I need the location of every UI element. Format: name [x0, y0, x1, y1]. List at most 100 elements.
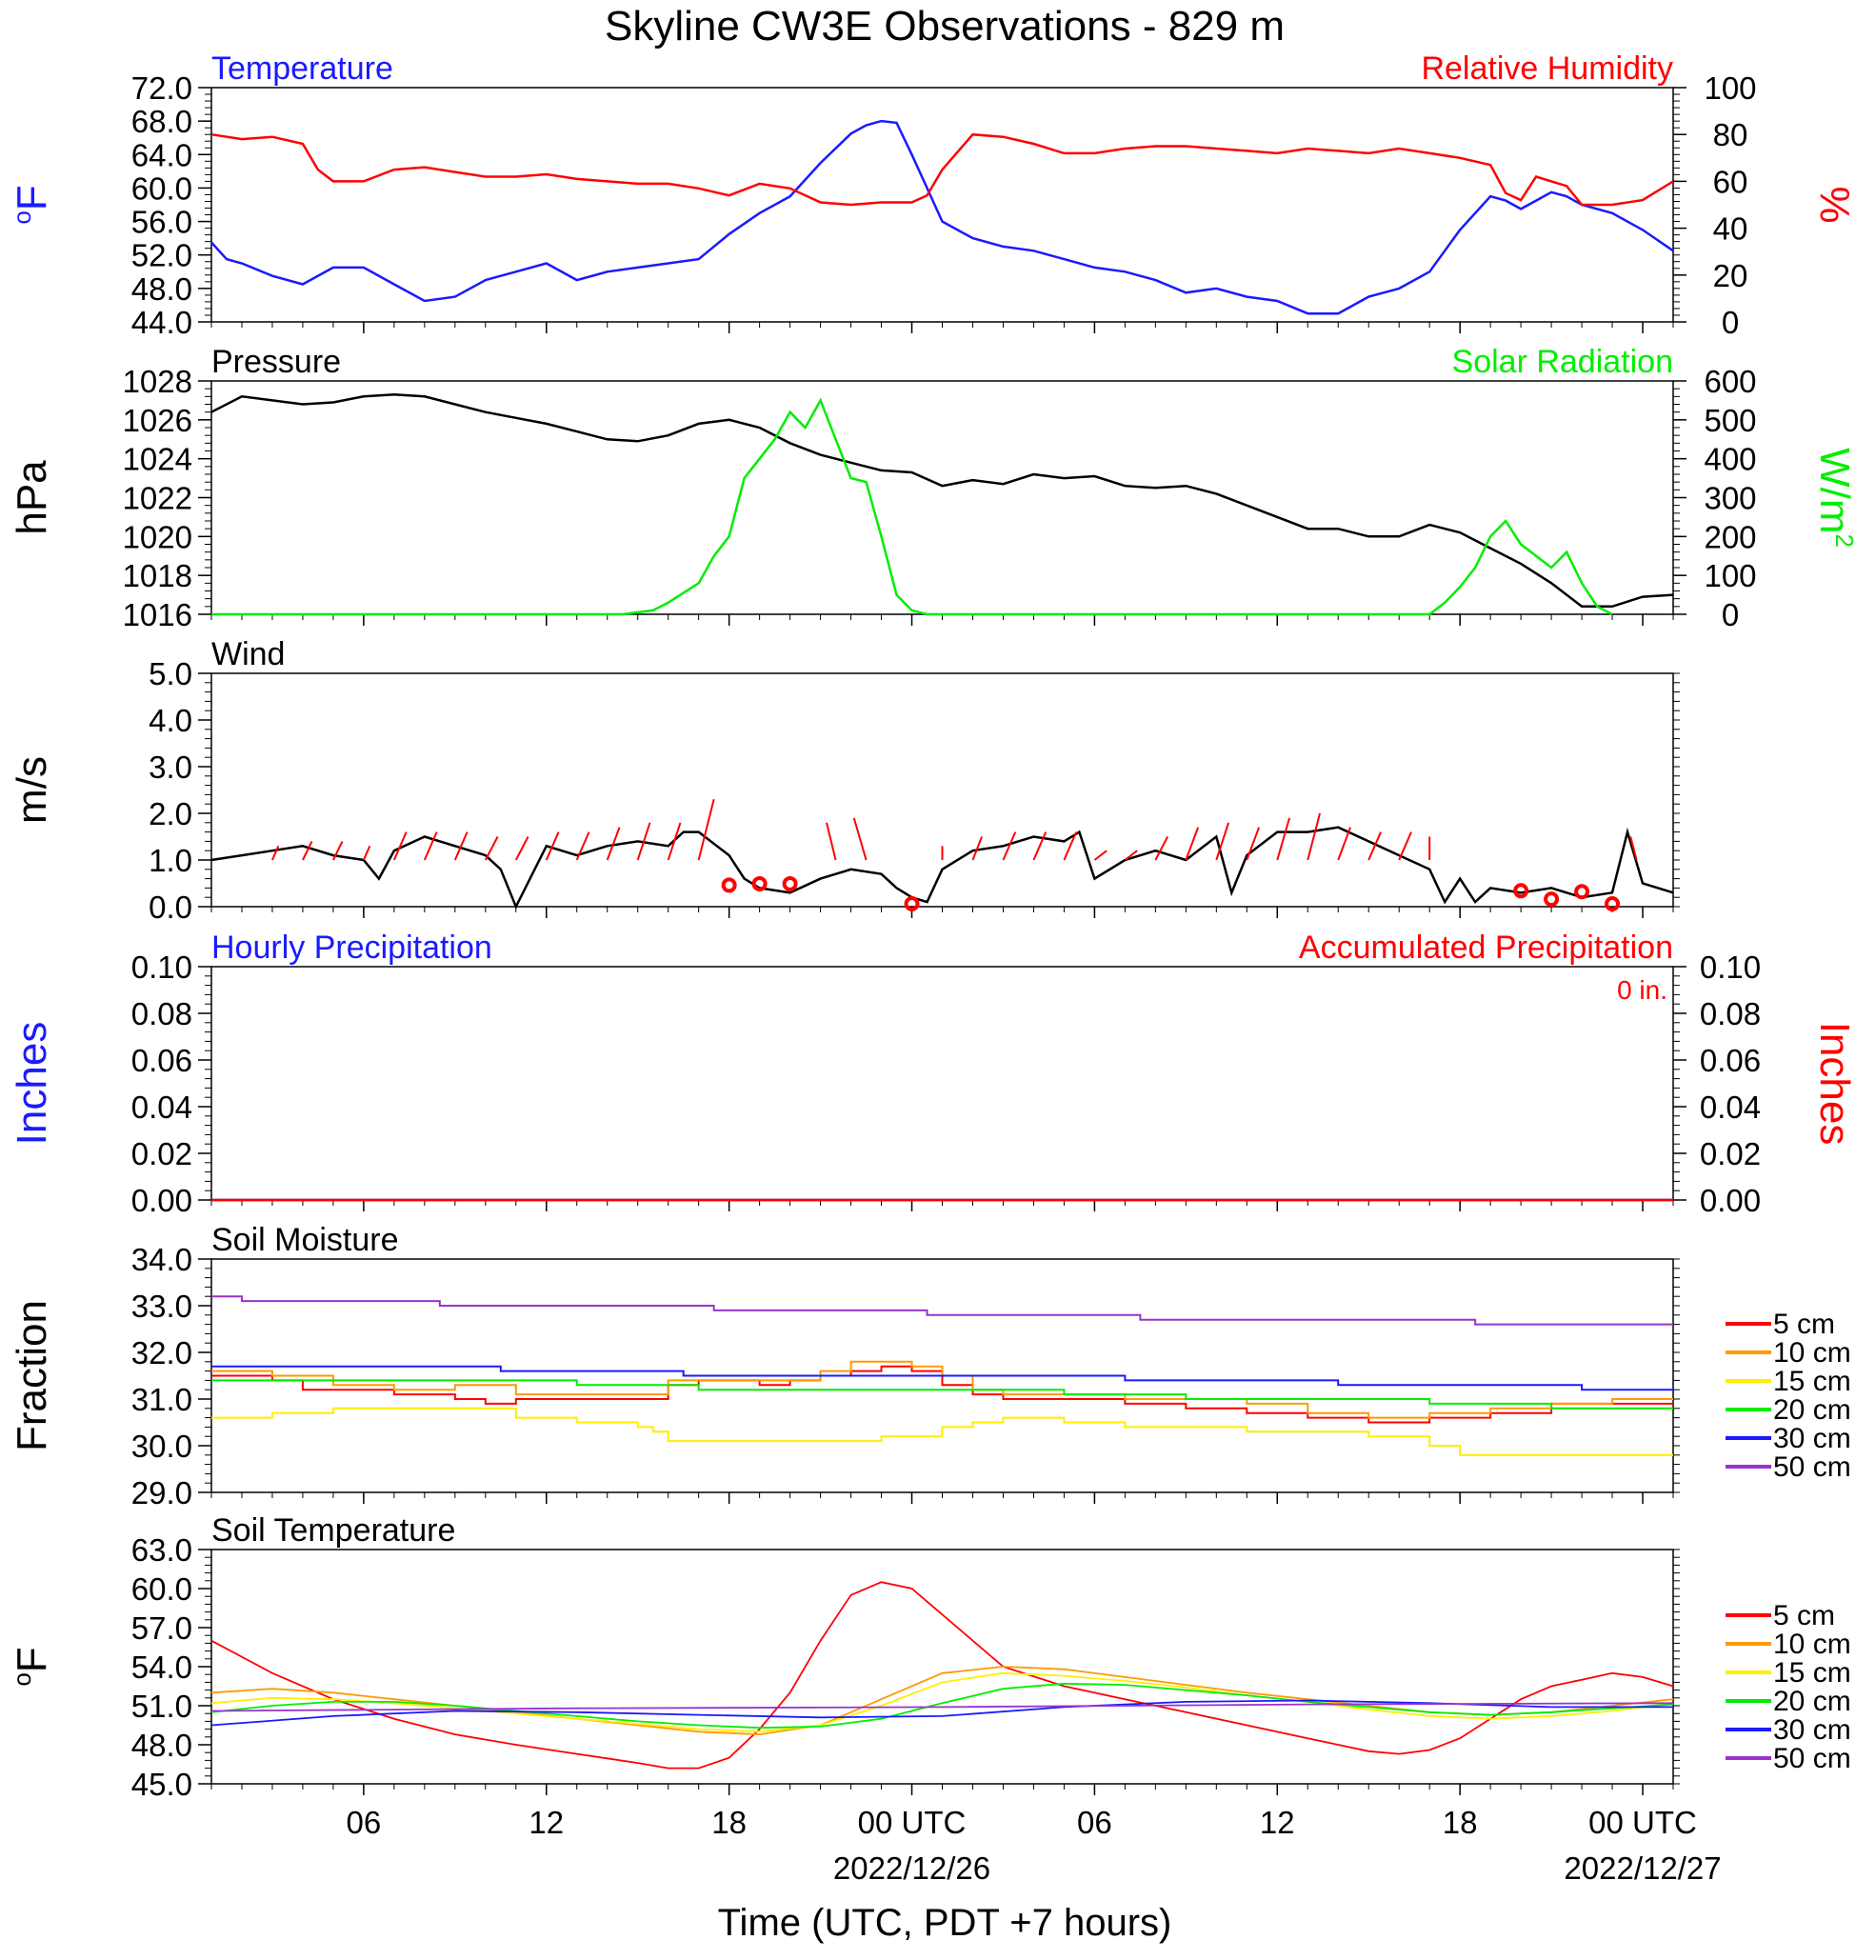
series-line-wind-speed: [210, 826, 1674, 910]
panel-wind: 0.0 1.0 2.0 3.0 4.0 5.0 Wind m/s: [9, 636, 1680, 925]
y-tick-label-left: 0.10: [131, 950, 192, 985]
y-tick-label-right: 0.08: [1700, 996, 1761, 1031]
y-tick-label-left: 45.0: [131, 1767, 192, 1802]
legend-label: 10 cm: [1773, 1629, 1851, 1660]
wind-barb: [1002, 831, 1017, 861]
calm-wind-marker: [1513, 883, 1529, 899]
wind-barb: [1032, 831, 1048, 861]
x-tick-label: 00 UTC: [1588, 1805, 1697, 1840]
wind-barb: [1367, 831, 1382, 861]
x-date-label: 2022/12/27: [1564, 1850, 1721, 1886]
panel-frame: [210, 380, 1674, 615]
y-tick-label-right: 300: [1704, 481, 1756, 516]
panel-frame: [210, 1549, 1674, 1785]
wind-barb: [1398, 831, 1412, 861]
y-tick-label-left: 1.0: [149, 843, 192, 878]
wind-barb: [606, 827, 621, 861]
wind-barb: [423, 831, 438, 861]
calm-wind-marker: [904, 896, 920, 912]
y-tick-label-right: 100: [1704, 70, 1756, 106]
y-tick-label-right: 0.02: [1700, 1136, 1761, 1171]
y-tick-label-left: 0.02: [131, 1136, 192, 1171]
panel-right-title: Accumulated Precipitation: [1299, 930, 1673, 966]
y-tick-label-left: 0.06: [131, 1043, 192, 1078]
y-tick-label-left: 1024: [123, 442, 192, 477]
y-tick-label-left: 5.0: [149, 656, 192, 691]
y-tick-label-left: 63.0: [131, 1532, 192, 1568]
wind-barb: [1185, 827, 1200, 861]
y-axis-label-left: Fraction: [9, 1300, 55, 1451]
y-tick-label-right: 40: [1713, 211, 1748, 247]
x-tick-label: 00 UTC: [858, 1805, 967, 1840]
chart-title: Skyline CW3E Observations - 829 m: [605, 3, 1285, 50]
wind-barb: [1215, 822, 1230, 861]
y-tick-label-left: 1026: [123, 403, 192, 438]
wind-barb: [545, 831, 560, 861]
series-line-50-cm: [210, 1702, 1674, 1712]
y-tick-label-right: 0.10: [1700, 950, 1761, 985]
y-tick-label-right: 0.00: [1700, 1183, 1761, 1218]
y-tick-label-left: 68.0: [131, 104, 192, 139]
x-tick-label: 18: [1443, 1805, 1478, 1840]
wind-barb: [1124, 850, 1138, 861]
wind-barb: [514, 836, 529, 861]
panel-frame: [210, 87, 1674, 323]
panel-left-title: Wind: [211, 636, 285, 672]
y-tick-label-left: 48.0: [131, 271, 192, 307]
y-tick-label-left: 52.0: [131, 238, 192, 273]
panel-right-title: Solar Radiation: [1452, 344, 1673, 380]
y-tick-label-left: 1016: [123, 597, 192, 632]
y-tick-label-left: 64.0: [131, 137, 192, 172]
legend-label: 10 cm: [1773, 1337, 1851, 1369]
wind-barb: [971, 836, 984, 861]
y-tick-label-left: 3.0: [149, 750, 192, 785]
legend-label: 20 cm: [1773, 1686, 1851, 1717]
y-tick-label-left: 48.0: [131, 1728, 192, 1763]
calm-wind-marker: [782, 875, 798, 891]
series-line-15-cm: [211, 1407, 1673, 1456]
y-tick-label-left: 1022: [123, 481, 192, 516]
wind-barb: [1154, 836, 1169, 861]
y-tick-label-left: 1020: [123, 519, 192, 554]
y-tick-label-left: 30.0: [131, 1429, 192, 1464]
y-axis-label-left: oF: [8, 1647, 55, 1686]
legend-label: 50 cm: [1773, 1743, 1851, 1774]
legend-label: 5 cm: [1773, 1600, 1835, 1631]
y-tick-label-right: 80: [1713, 117, 1748, 152]
wind-barb: [332, 840, 344, 861]
series-line-5-cm: [211, 1365, 1673, 1424]
y-tick-label-left: 1028: [123, 364, 192, 399]
y-tick-label-right: 0.04: [1700, 1090, 1761, 1125]
y-axis-label-left: m/s: [9, 756, 55, 824]
x-axis: 06 12 18 00 UTC 2022/12/26 06 12 18 00 UTC 2022/1…: [347, 1805, 1722, 1886]
panel-left-title: Soil Moisture: [211, 1222, 399, 1258]
y-tick-label-left: 34.0: [131, 1242, 192, 1277]
y-tick-label-left: 44.0: [131, 305, 192, 340]
series-line-20-cm: [210, 1682, 1674, 1730]
series-line-relative-humidity: [210, 132, 1674, 207]
y-tick-label-right: 0: [1722, 305, 1739, 340]
calm-wind-marker: [721, 877, 737, 893]
y-axis-label-right: Inches: [1811, 1022, 1858, 1146]
panel-soil-moisture: 29.0 30.0 31.0 32.0 33.0 34.0 Soil Moisture Fra…: [9, 1222, 1851, 1510]
panel-left-title: Hourly Precipitation: [211, 930, 492, 966]
wind-barb: [302, 840, 313, 861]
wind-barb: [1093, 850, 1108, 861]
y-axis-label-left: Inches: [9, 1022, 55, 1146]
y-tick-label-right: 100: [1704, 558, 1756, 593]
y-tick-label-right: 500: [1704, 403, 1756, 438]
y-tick-label-left: 29.0: [131, 1475, 192, 1510]
y-tick-label-left: 0.0: [149, 890, 192, 925]
legend-label: 30 cm: [1773, 1423, 1851, 1454]
wind-barb: [1337, 827, 1351, 861]
y-tick-label-left: 0.04: [131, 1090, 192, 1125]
y-tick-label-right: 600: [1704, 364, 1756, 399]
y-tick-label-left: 54.0: [131, 1650, 192, 1685]
panel-left-title: Pressure: [211, 344, 341, 380]
y-tick-label-right: 0.06: [1700, 1043, 1761, 1078]
wind-barb: [1246, 827, 1261, 861]
y-tick-label-left: 33.0: [131, 1289, 192, 1324]
